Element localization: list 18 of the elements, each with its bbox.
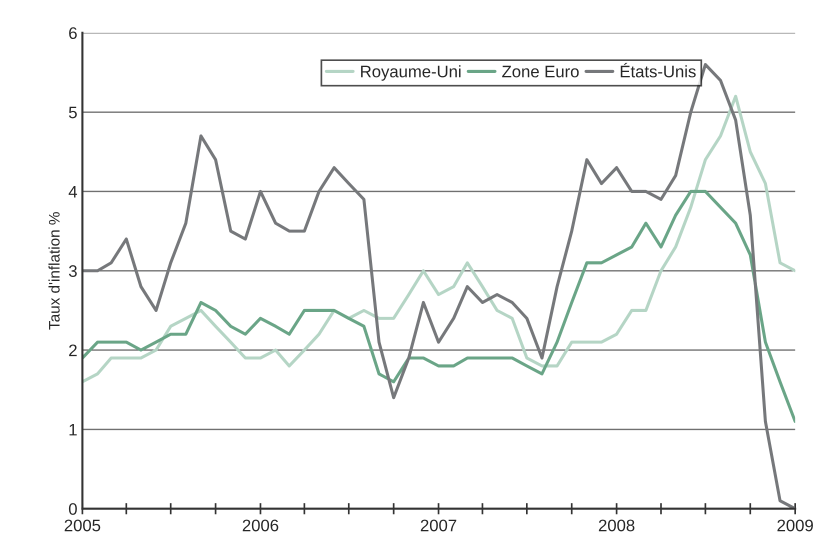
line-series [82,190,796,423]
line-series [82,94,796,384]
legend-label: Zone Euro [502,66,579,78]
y-tick-label: 4 [68,186,78,198]
legend-label: États-Unis [620,62,696,78]
y-tick-label: 3 [68,265,77,277]
x-tick-label: 2009 [777,520,813,532]
y-tick-label: 6 [69,27,77,40]
y-axis-title: Taux d'inflation % [48,212,60,330]
x-tick-label: 2008 [598,520,634,532]
y-tick-label: 5 [68,106,77,118]
x-tick-label: 2007 [420,520,456,532]
x-tick-label: 2005 [64,520,100,532]
y-tick-label: 2 [69,344,77,356]
x-tick-label: 2006 [242,520,278,532]
y-tick-label: 1 [70,424,77,436]
legend-label: Royaume-Uni [361,65,460,81]
y-tick-label: 0 [68,503,77,515]
